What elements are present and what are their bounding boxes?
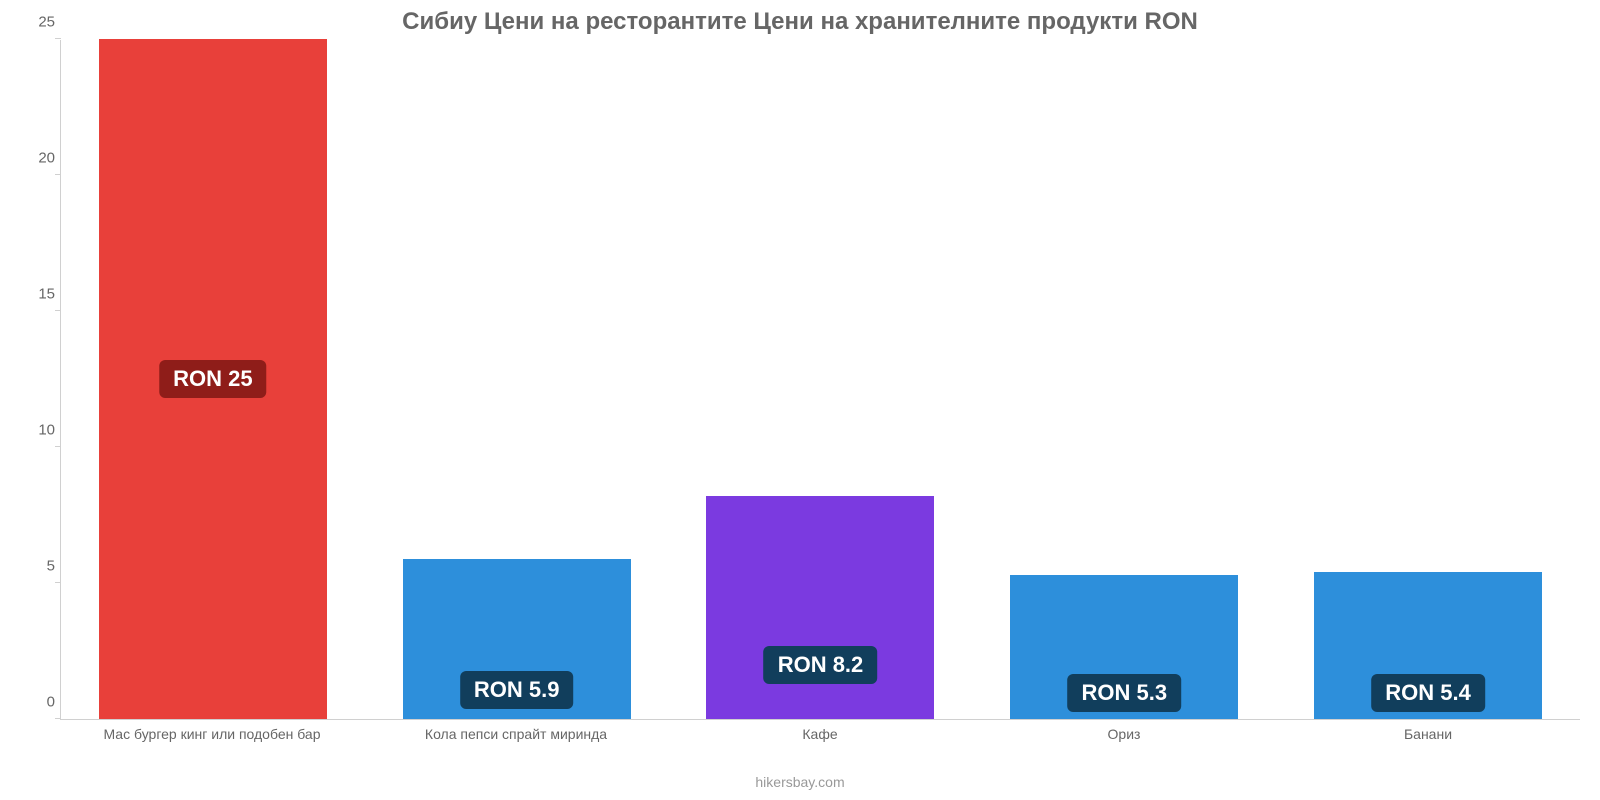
bar-slot: RON 5.4 [1276, 40, 1580, 719]
x-axis-label: Кола пепси спрайт миринда [364, 722, 668, 742]
x-axis-label: Кафе [668, 722, 972, 742]
bar-slot: RON 25 [61, 40, 365, 719]
x-axis-label: Мас бургер кинг или подобен бар [60, 722, 364, 742]
bar: RON 5.4 [1314, 572, 1542, 719]
y-tick-label: 0 [15, 694, 55, 711]
bar-value-badge: RON 5.9 [460, 671, 574, 709]
bar: RON 5.9 [403, 559, 631, 719]
bar: RON 8.2 [706, 496, 934, 719]
bars-row: RON 25 RON 5.9 RON 8.2 RON 5.3 RON 5.4 [61, 40, 1580, 719]
chart-title: Сибиу Цени на ресторантите Цени на храни… [0, 8, 1600, 36]
bar-value-badge: RON 25 [159, 360, 266, 398]
plot-area: RON 25RON 5.9RON 8.2RON 5.3RON 5.4 05101… [60, 40, 1580, 720]
bar-value-badge: RON 8.2 [764, 646, 878, 684]
bar-slot: RON 8.2 [669, 40, 973, 719]
y-tick-label: 5 [15, 558, 55, 575]
x-axis-labels: Мас бургер кинг или подобен барКола пепс… [60, 722, 1580, 742]
bar-value-badge: RON 5.4 [1371, 674, 1485, 712]
y-tick-mark [55, 446, 61, 447]
y-tick-label: 25 [15, 14, 55, 31]
x-axis-label: Ориз [972, 722, 1276, 742]
y-tick-mark [55, 174, 61, 175]
y-tick-mark [55, 310, 61, 311]
y-tick-mark [55, 718, 61, 719]
y-tick-mark [55, 582, 61, 583]
price-bar-chart: Сибиу Цени на ресторантите Цени на храни… [0, 0, 1600, 800]
bar-slot: RON 5.3 [972, 40, 1276, 719]
y-tick-mark [55, 38, 61, 39]
bar: RON 5.3 [1010, 575, 1238, 719]
y-tick-label: 10 [15, 422, 55, 439]
bar-value-badge: RON 5.3 [1067, 674, 1181, 712]
bar: RON 25 [99, 39, 327, 719]
y-tick-label: 20 [15, 150, 55, 167]
x-axis-label: Банани [1276, 722, 1580, 742]
y-tick-label: 15 [15, 286, 55, 303]
chart-credit: hikersbay.com [0, 774, 1600, 790]
bar-slot: RON 5.9 [365, 40, 669, 719]
